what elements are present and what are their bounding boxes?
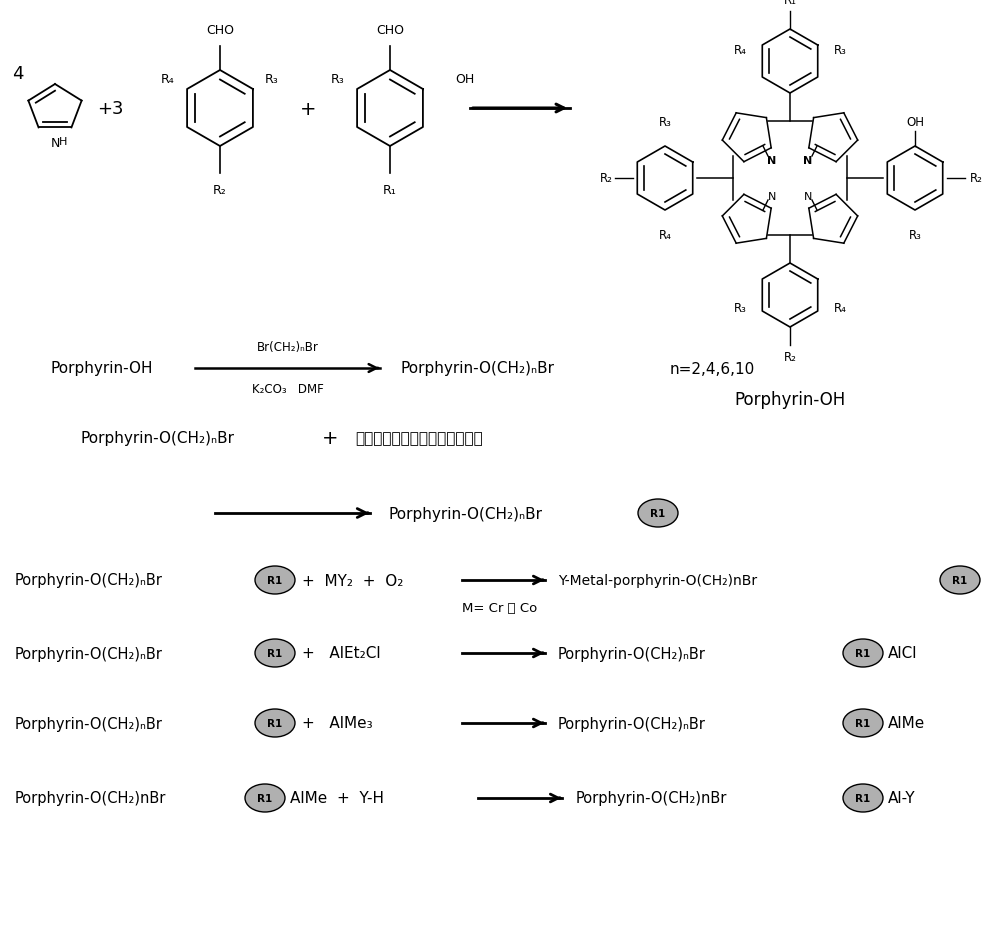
- Ellipse shape: [255, 639, 295, 667]
- Text: R1: R1: [267, 718, 283, 728]
- Ellipse shape: [843, 784, 883, 812]
- Text: +  MY₂  +  O₂: + MY₂ + O₂: [302, 573, 403, 587]
- Text: R₄: R₄: [659, 229, 671, 241]
- Text: CHO: CHO: [376, 24, 404, 37]
- Text: Porphyrin-OH: Porphyrin-OH: [734, 391, 846, 408]
- Text: Porphyrin-O(CH₂)ₙBr: Porphyrin-O(CH₂)ₙBr: [15, 646, 163, 661]
- Text: R1: R1: [257, 793, 273, 803]
- Text: R₄: R₄: [734, 44, 746, 57]
- Text: 碱性化合物（三乙胺、吡啶等）: 碱性化合物（三乙胺、吡啶等）: [355, 431, 483, 446]
- Text: R₃: R₃: [265, 72, 279, 85]
- Text: Porphyrin-O(CH₂)ₙBr: Porphyrin-O(CH₂)ₙBr: [80, 431, 234, 446]
- Text: M= Cr 或 Co: M= Cr 或 Co: [462, 602, 537, 615]
- Text: +   AlEt₂Cl: + AlEt₂Cl: [302, 646, 381, 661]
- Text: n=2,4,6,10: n=2,4,6,10: [670, 361, 755, 376]
- Text: R1: R1: [267, 649, 283, 658]
- Text: +: +: [300, 99, 316, 119]
- Text: Porphyrin-O(CH₂)nBr: Porphyrin-O(CH₂)nBr: [15, 791, 166, 806]
- Ellipse shape: [255, 566, 295, 594]
- Text: R1: R1: [855, 649, 871, 658]
- Text: Porphyrin-OH: Porphyrin-OH: [50, 361, 152, 376]
- Text: R₃: R₃: [734, 302, 746, 315]
- Text: N: N: [804, 192, 812, 201]
- Text: R₄: R₄: [161, 72, 175, 85]
- Text: R₁: R₁: [784, 0, 796, 7]
- Text: N: N: [803, 156, 813, 166]
- Text: Br(CH₂)ₙBr: Br(CH₂)ₙBr: [257, 341, 319, 354]
- Ellipse shape: [638, 499, 678, 527]
- Text: R₃: R₃: [659, 116, 671, 129]
- Text: OH: OH: [455, 72, 474, 85]
- Text: Porphyrin-O(CH₂)ₙBr: Porphyrin-O(CH₂)ₙBr: [558, 715, 706, 730]
- Text: Porphyrin-O(CH₂)nBr: Porphyrin-O(CH₂)nBr: [576, 791, 727, 806]
- Text: R₂: R₂: [600, 173, 613, 186]
- Text: R₂: R₂: [784, 351, 796, 364]
- Text: +   AlMe₃: + AlMe₃: [302, 715, 373, 730]
- Text: Y-Metal-porphyrin-O(CH₂)nBr: Y-Metal-porphyrin-O(CH₂)nBr: [558, 574, 757, 587]
- Text: AlMe: AlMe: [888, 715, 925, 730]
- Text: OH: OH: [906, 116, 924, 129]
- Ellipse shape: [843, 639, 883, 667]
- Text: R1: R1: [855, 718, 871, 728]
- Text: R₂: R₂: [970, 173, 983, 186]
- Text: R₃: R₃: [331, 72, 345, 85]
- Text: +: +: [322, 429, 338, 448]
- Text: R₄: R₄: [834, 302, 846, 315]
- Text: AlMe  +  Y-H: AlMe + Y-H: [290, 791, 384, 806]
- Text: R₃: R₃: [909, 229, 921, 241]
- Text: K₂CO₃   DMF: K₂CO₃ DMF: [252, 382, 324, 395]
- Text: N: N: [767, 156, 777, 166]
- Text: Porphyrin-O(CH₂)ₙBr: Porphyrin-O(CH₂)ₙBr: [15, 715, 163, 730]
- Text: R1: R1: [855, 793, 871, 803]
- Text: Porphyrin-O(CH₂)ₙBr: Porphyrin-O(CH₂)ₙBr: [558, 646, 706, 661]
- Ellipse shape: [255, 709, 295, 737]
- Text: R₁: R₁: [383, 184, 397, 197]
- Text: R1: R1: [267, 575, 283, 586]
- Text: Porphyrin-O(CH₂)ₙBr: Porphyrin-O(CH₂)ₙBr: [15, 573, 163, 587]
- Ellipse shape: [245, 784, 285, 812]
- Text: R₂: R₂: [213, 184, 227, 197]
- Text: +3: +3: [97, 100, 123, 118]
- Text: R₃: R₃: [834, 44, 846, 57]
- Text: Porphyrin-O(CH₂)ₙBr: Porphyrin-O(CH₂)ₙBr: [400, 361, 554, 376]
- Text: N: N: [768, 192, 776, 201]
- Ellipse shape: [940, 566, 980, 594]
- Text: H: H: [59, 136, 67, 147]
- Text: Porphyrin-O(CH₂)ₙBr: Porphyrin-O(CH₂)ₙBr: [388, 506, 542, 521]
- Text: CHO: CHO: [206, 24, 234, 37]
- Text: R1: R1: [650, 509, 666, 519]
- Ellipse shape: [843, 709, 883, 737]
- Text: 4: 4: [12, 65, 24, 83]
- Text: AlCl: AlCl: [888, 646, 918, 661]
- Text: R1: R1: [952, 575, 968, 586]
- Text: Al-Y: Al-Y: [888, 791, 916, 806]
- Text: N: N: [50, 136, 60, 149]
